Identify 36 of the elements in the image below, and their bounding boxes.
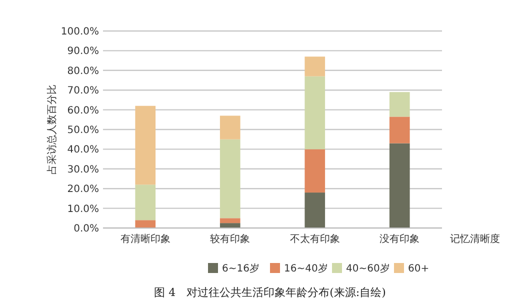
bar bbox=[220, 139, 240, 218]
y-tick-label: 0.0% bbox=[74, 224, 99, 234]
bar bbox=[135, 184, 156, 220]
bar bbox=[389, 116, 410, 144]
y-axis-title: 占采访总人数百分比 bbox=[46, 84, 58, 174]
x-tick-label: 有清晰印象 bbox=[120, 233, 170, 245]
y-tick-label: 90.0% bbox=[67, 46, 99, 58]
x-tick-label: 没有印象 bbox=[380, 233, 420, 245]
bar bbox=[220, 116, 240, 140]
bar bbox=[220, 223, 240, 228]
bar bbox=[304, 192, 326, 228]
legend-label: 6~16岁 bbox=[222, 262, 260, 274]
x-tick-label: 不太有印象 bbox=[290, 233, 340, 245]
y-tick-label: 80.0% bbox=[67, 66, 99, 77]
y-tick-label: 100.0% bbox=[60, 26, 99, 38]
y-tick-label: 50.0% bbox=[67, 125, 99, 136]
bar bbox=[135, 220, 156, 228]
bar bbox=[389, 92, 410, 117]
y-tick-label: 60.0% bbox=[67, 105, 99, 116]
y-tick-label: 70.0% bbox=[67, 86, 99, 97]
x-axis-title: 记忆清晰度 bbox=[450, 233, 500, 245]
bar bbox=[304, 149, 326, 193]
y-tick-label: 20.0% bbox=[67, 184, 99, 196]
bar bbox=[389, 143, 410, 228]
legend-label: 60+ bbox=[408, 264, 430, 274]
x-tick-label: 较有印象 bbox=[210, 233, 250, 245]
bar bbox=[304, 56, 326, 76]
legend-label: 16~40岁 bbox=[284, 262, 328, 274]
bar bbox=[304, 76, 326, 150]
bar bbox=[135, 106, 156, 185]
caption: 图 4 对过往公共生活印象年龄分布(来源:自绘) bbox=[154, 286, 386, 298]
y-tick-label: 30.0% bbox=[67, 164, 99, 176]
bar bbox=[220, 218, 240, 224]
y-tick-label: 40.0% bbox=[67, 144, 99, 156]
legend-label: 40~60岁 bbox=[346, 262, 390, 274]
y-tick-label: 10.0% bbox=[67, 204, 99, 215]
